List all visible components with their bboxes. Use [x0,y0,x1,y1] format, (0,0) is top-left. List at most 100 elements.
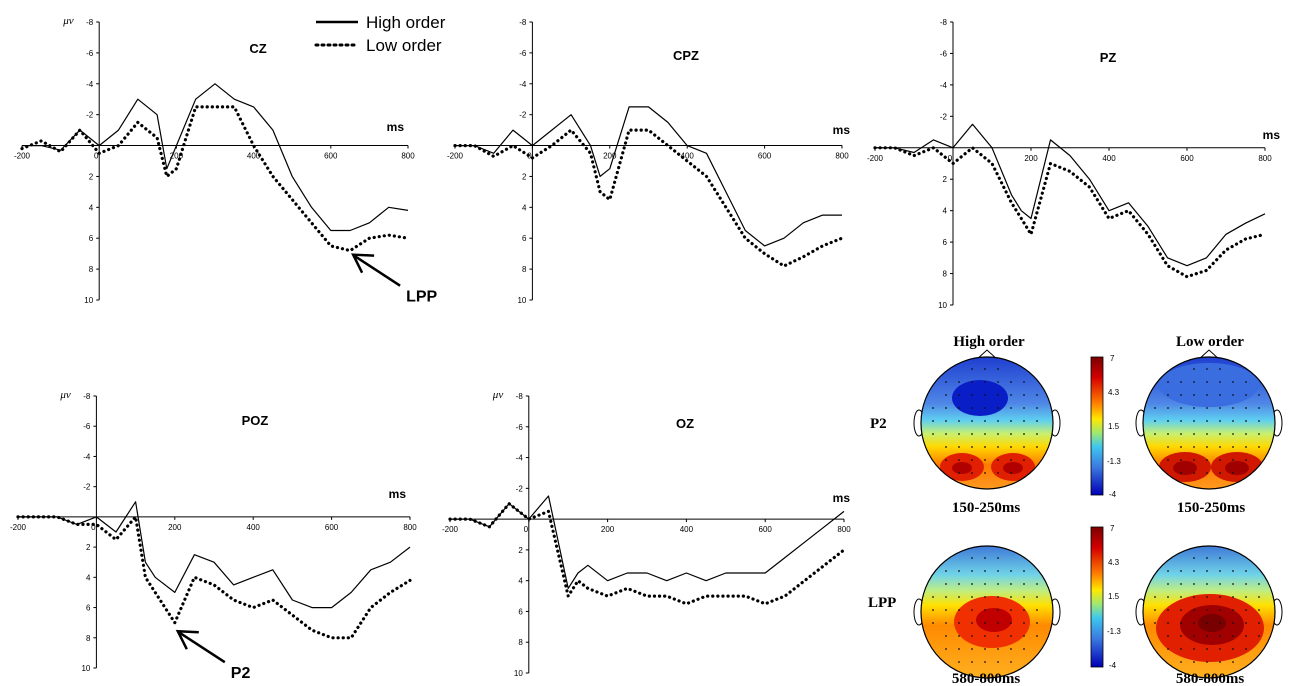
electrode-dot [1167,648,1169,650]
y-tick-label: 6 [943,238,948,247]
electrode-dot [945,407,947,409]
electrode-dot [1023,596,1025,598]
electrode-dot [1180,596,1182,598]
electrode-dot [1232,635,1234,637]
panel-title: OZ [676,416,694,431]
x-tick-label: 800 [835,152,849,161]
electrode-dot [984,420,986,422]
electrode-dot [1036,583,1038,585]
x-tick-label: 800 [401,152,415,161]
x-unit-label: ms [1263,128,1281,142]
electrode-dot [1206,446,1208,448]
y-tick-label: 4 [86,573,91,582]
x-tick-label: -200 [442,525,459,534]
electrode-dot [1010,622,1012,624]
series-line-high-order [455,106,842,247]
panel-title: CPZ [673,48,699,63]
electrode-dot [1180,420,1182,422]
x-tick-label: 600 [758,152,772,161]
electrode-dot [997,596,999,598]
electrode-dot [997,459,999,461]
electrode-dot [1167,381,1169,383]
series-line-high-order [22,83,409,232]
electrode-dot [971,446,973,448]
electrode-dot [1219,570,1221,572]
topo-row-label-lpp: LPP [868,595,896,611]
electrode-dot [1219,433,1221,435]
electrode-dot [958,635,960,637]
electrode-dot [1206,570,1208,572]
electrode-dot [971,407,973,409]
electrode-dot [1023,394,1025,396]
x-unit-label: ms [833,123,851,137]
electrode-dot [1193,459,1195,461]
electrode-dot [997,557,999,559]
series-line-low-order [20,105,410,253]
electrode-dot [945,648,947,650]
electrode-dot [971,368,973,370]
y-tick-label: -6 [83,422,91,431]
electrode-dot [997,472,999,474]
electrode-dot [971,583,973,585]
electrode-dot [1167,394,1169,396]
electrode-dot [1167,407,1169,409]
electrode-dot [932,420,934,422]
electrode-dot [932,596,934,598]
electrode-dot [1245,381,1247,383]
electrode-dot [958,420,960,422]
legend-high-order-label: High order [366,13,446,32]
y-unit-label: μv [59,389,71,401]
electrode-dot [1010,394,1012,396]
electrode-dot [1193,394,1195,396]
electrode-dot [932,407,934,409]
y-tick-label: 2 [86,543,91,552]
electrode-dot [1180,381,1182,383]
electrode-dot [997,570,999,572]
electrode-dot [971,557,973,559]
y-tick-label: 10 [938,301,947,310]
electrode-dots [932,557,1038,663]
electrode-dot [1219,648,1221,650]
electrode-dot [1010,635,1012,637]
x-tick-label: 600 [325,523,339,532]
electrode-dot [1180,394,1182,396]
electrode-dot [1167,609,1169,611]
electrode-dot [958,583,960,585]
electrode-dot [1245,446,1247,448]
electrode-dot [958,433,960,435]
electrode-dot [1010,446,1012,448]
electrode-dot [1023,648,1025,650]
y-tick-label: -6 [519,49,527,58]
x-tick-label: 0 [948,154,953,163]
electrode-dot [1206,368,1208,370]
electrode-dot [1023,420,1025,422]
legend-low-order-label: Low order [366,36,442,55]
electrode-dot [945,570,947,572]
y-tick-label: 8 [89,265,94,274]
electrode-dot [1245,394,1247,396]
electrode-dot [1219,583,1221,585]
electrode-dot [1258,596,1260,598]
electrode-dot [971,570,973,572]
electrode-dot [1023,609,1025,611]
electrode-dot [1154,622,1156,624]
electrode-dot [984,368,986,370]
electrode-dot [1258,446,1260,448]
electrode-dot [1193,570,1195,572]
colorbar-p2-tick: -1.3 [1107,457,1121,466]
electrode-dot [1036,433,1038,435]
colorbar-lpp-tick: -1.3 [1107,627,1121,636]
electrode-dot [1036,596,1038,598]
electrode-dot [958,596,960,598]
electrode-dot [1036,635,1038,637]
electrode-dot [1232,446,1234,448]
y-tick-label: -4 [940,81,948,90]
series-line-low-order [453,128,844,268]
topo-time-label-lpp-high: 580-800ms [952,671,1020,686]
electrode-dot [1180,583,1182,585]
electrode-dot [958,394,960,396]
electrode-dot [1258,583,1260,585]
x-tick-label: 0 [91,523,96,532]
electrode-dot [1167,635,1169,637]
